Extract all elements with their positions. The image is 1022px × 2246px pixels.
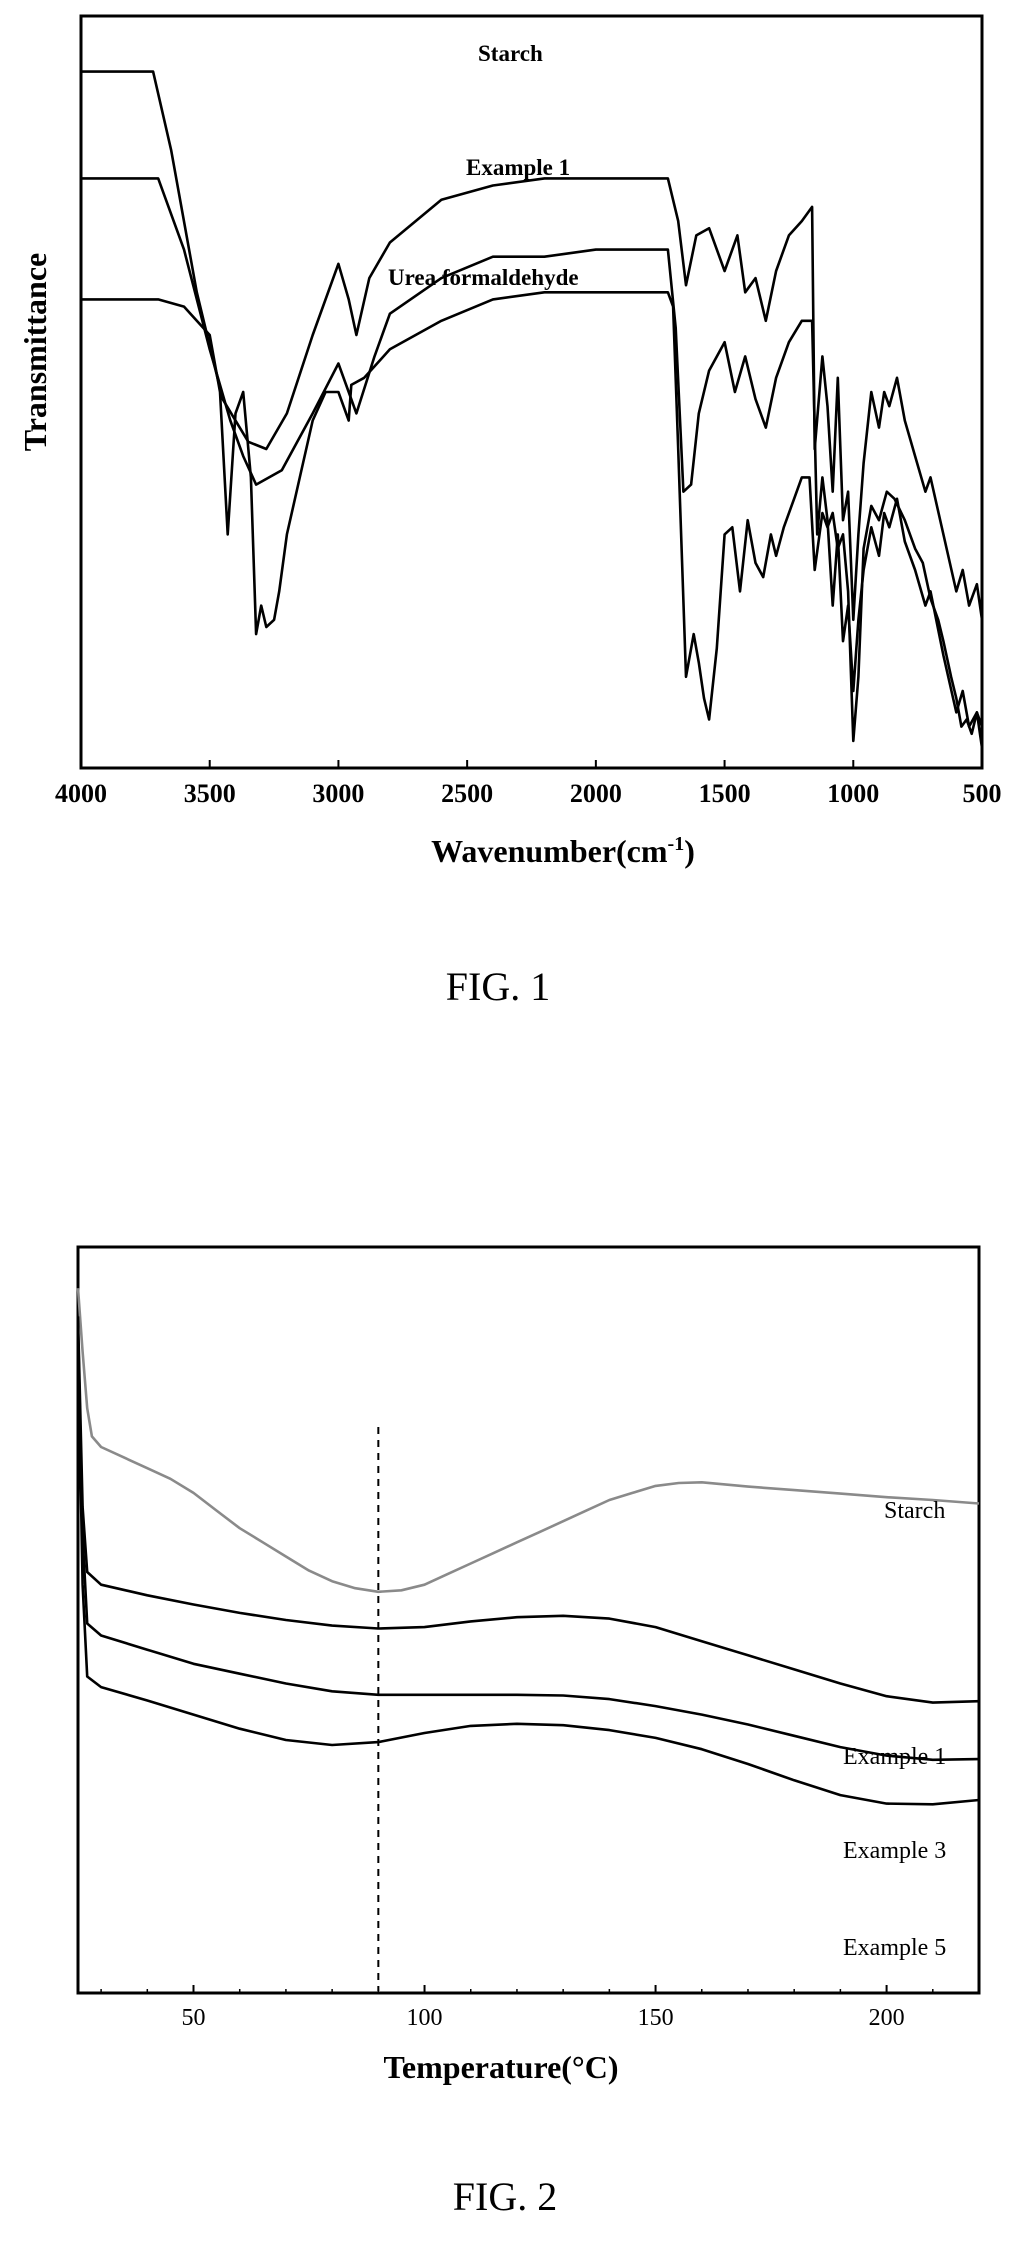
fig2-label-example1: Example 1 (843, 1744, 946, 1770)
fig1-x-tick-label: 2000 (570, 779, 622, 808)
fig1-x-tick-label: 2500 (441, 779, 493, 808)
fig2-series-group (76, 1288, 980, 1806)
fig1-label-example1: Example 1 (466, 155, 570, 180)
fig1-x-axis-title-main: Wavenumber(cm (431, 833, 668, 869)
fig2-caption: FIG. 2 (453, 2174, 557, 2219)
fig2-plot-frame (76, 1245, 981, 1995)
fig1-x-tick-label: 3500 (184, 779, 236, 808)
fig2-series-line-3 (76, 1323, 980, 1762)
fig1-label-urea: Urea formaldehyde (388, 265, 579, 290)
fig1-caption: FIG. 1 (446, 964, 550, 1009)
fig1-x-axis-title-tail: ) (684, 833, 695, 869)
fig2-label-example3: Example 3 (843, 1838, 946, 1864)
fig1-series-group (81, 70, 984, 749)
fig1-chart: 4000 3500 3000 2500 2000 1500 1000 500 Starch E… (17, 14, 1002, 1009)
fig2-chart: 50 100 150 200 Starch Example 1 Example 3 E… (76, 1245, 981, 2219)
fig2-x-tick-label: 150 (638, 2005, 674, 2031)
fig1-plot-frame (79, 14, 984, 770)
fig1-y-axis-title: Transmittance (17, 253, 53, 451)
fig1-series-line-1 (81, 70, 984, 622)
fig1-x-tick-label: 1000 (827, 779, 879, 808)
fig1-x-axis-title-sup: -1 (668, 833, 685, 855)
fig2-label-starch: Starch (884, 1498, 945, 1524)
fig1-x-tick-label: 500 (963, 779, 1002, 808)
fig1-x-tick-label: 4000 (55, 779, 107, 808)
fig2-label-example5: Example 5 (843, 1935, 946, 1961)
fig2-x-tick-label: 50 (182, 2005, 206, 2031)
fig1-x-tick-label: 1500 (699, 779, 751, 808)
fig2-x-ticks: 50 100 150 200 (100, 1985, 980, 2031)
fig2-series-line-1 (76, 1288, 980, 1594)
fig1-series-line-3 (81, 291, 984, 743)
fig2-x-axis-title: Temperature(°C) (384, 2049, 619, 2085)
fig1-x-axis-title: Wavenumber(cm-1) (431, 833, 695, 869)
fig1-x-tick-label: 3000 (312, 779, 364, 808)
fig2-series-line-4 (76, 1337, 980, 1806)
fig1-label-starch: Starch (478, 41, 543, 66)
fig2-x-tick-label: 200 (869, 2005, 905, 2031)
fig2-series-line-2 (76, 1316, 980, 1704)
fig1-series-line-2 (81, 177, 984, 749)
fig2-x-tick-label: 100 (407, 2005, 443, 2031)
fig1-x-ticks: 4000 3500 3000 2500 2000 1500 1000 500 (55, 760, 1002, 808)
